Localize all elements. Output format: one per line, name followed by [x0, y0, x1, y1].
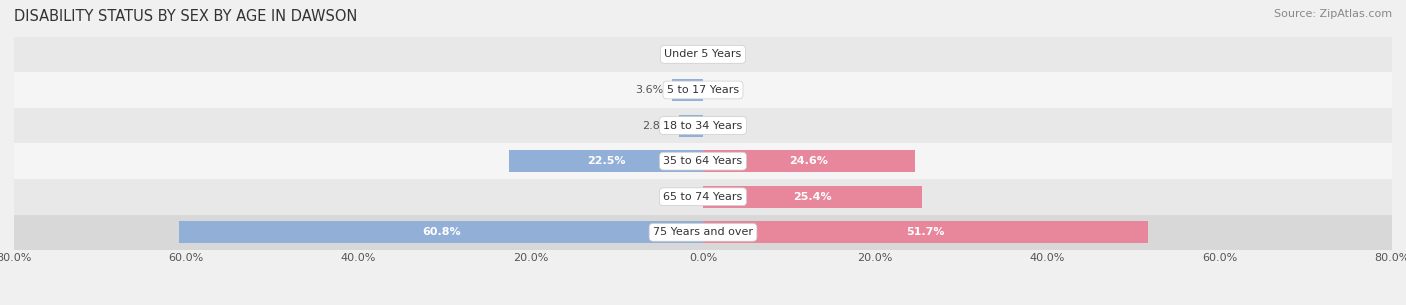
Bar — [672, 79, 703, 101]
Text: DISABILITY STATUS BY SEX BY AGE IN DAWSON: DISABILITY STATUS BY SEX BY AGE IN DAWSO… — [14, 9, 357, 24]
Text: 5 to 17 Years: 5 to 17 Years — [666, 85, 740, 95]
Text: 60.8%: 60.8% — [422, 227, 461, 237]
Text: 0.0%: 0.0% — [711, 120, 740, 131]
Text: 0.0%: 0.0% — [711, 49, 740, 59]
Text: 25.4%: 25.4% — [793, 192, 832, 202]
Bar — [703, 186, 922, 208]
Bar — [14, 179, 1392, 214]
Bar — [14, 72, 1392, 108]
Text: 18 to 34 Years: 18 to 34 Years — [664, 120, 742, 131]
Bar — [679, 115, 703, 137]
Text: 51.7%: 51.7% — [907, 227, 945, 237]
Text: 22.5%: 22.5% — [586, 156, 626, 166]
Text: 35 to 64 Years: 35 to 64 Years — [664, 156, 742, 166]
Text: 3.6%: 3.6% — [636, 85, 664, 95]
Text: 2.8%: 2.8% — [641, 120, 671, 131]
Text: 0.0%: 0.0% — [666, 49, 695, 59]
Text: 65 to 74 Years: 65 to 74 Years — [664, 192, 742, 202]
Text: 75 Years and over: 75 Years and over — [652, 227, 754, 237]
Bar — [14, 108, 1392, 143]
Bar — [703, 221, 1149, 243]
Text: Source: ZipAtlas.com: Source: ZipAtlas.com — [1274, 9, 1392, 19]
Bar — [509, 150, 703, 172]
Text: 0.0%: 0.0% — [666, 192, 695, 202]
Text: Under 5 Years: Under 5 Years — [665, 49, 741, 59]
Text: 24.6%: 24.6% — [790, 156, 828, 166]
Bar — [14, 143, 1392, 179]
Bar — [14, 37, 1392, 72]
Bar — [14, 214, 1392, 250]
Bar — [180, 221, 703, 243]
Bar — [703, 150, 915, 172]
Text: 0.0%: 0.0% — [711, 85, 740, 95]
